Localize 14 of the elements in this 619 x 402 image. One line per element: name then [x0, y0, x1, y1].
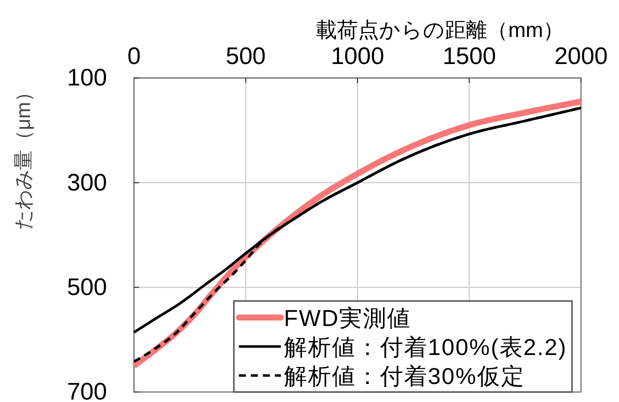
x-tick-label: 0 — [127, 43, 141, 70]
y-axis-title: たわみ量（μm） — [13, 82, 35, 230]
y-tick-label: 700 — [66, 378, 107, 402]
legend-label: 解析値：付着30%仮定 — [284, 362, 525, 389]
y-tick-label: 100 — [66, 64, 107, 92]
y-tick-label: 300 — [66, 169, 107, 196]
x-tick-label: 1500 — [442, 43, 496, 70]
x-tick-label: 1000 — [330, 43, 384, 70]
legend-label: FWD実測値 — [284, 304, 412, 331]
x-axis-title: 載荷点からの距離（mm） — [316, 19, 564, 42]
x-tick-label: 500 — [226, 43, 266, 70]
x-tick-label: 2000 — [554, 43, 608, 70]
legend-label: 解析値：付着100%(表2.2) — [284, 334, 567, 360]
y-tick-label: 500 — [66, 274, 107, 302]
